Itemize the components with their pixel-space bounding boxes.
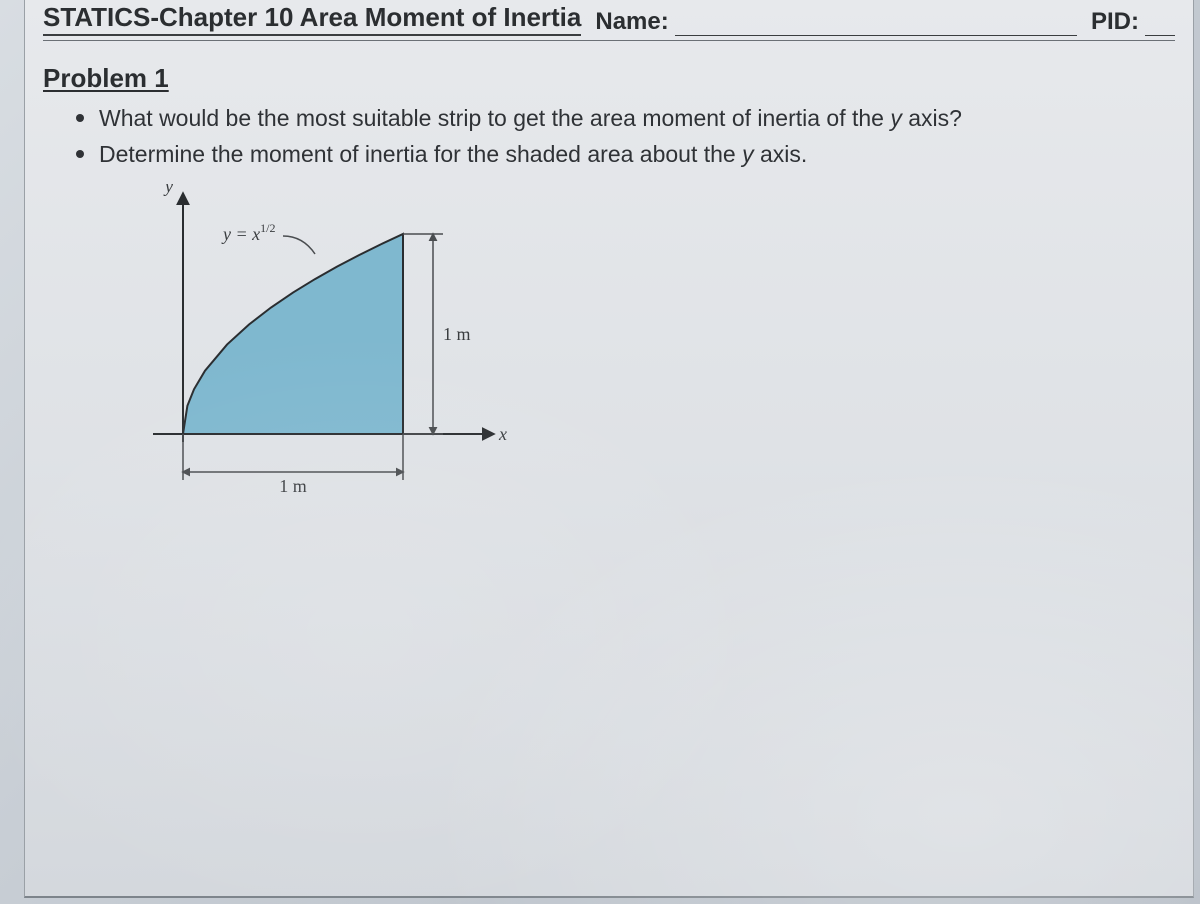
question-item: What would be the most suitable strip to… xyxy=(99,100,1175,134)
width-label: 1 m xyxy=(279,476,307,496)
height-dimension: 1 m xyxy=(403,234,471,434)
figure: 1 m 1 m y x y = x1/2 xyxy=(123,184,543,514)
worksheet-page: STATICS-Chapter 10 Area Moment of Inerti… xyxy=(24,0,1194,898)
pid-blank-line xyxy=(1145,14,1175,36)
question-list: What would be the most suitable strip to… xyxy=(99,100,1175,170)
equation-leader xyxy=(283,236,315,254)
header-row: STATICS-Chapter 10 Area Moment of Inerti… xyxy=(43,0,1175,41)
y-axis-label: y xyxy=(163,184,173,196)
problem-heading: Problem 1 xyxy=(43,63,1175,94)
x-axis-label: x xyxy=(498,424,507,444)
name-field: Name: xyxy=(595,8,1077,36)
question-text-2: Determine the moment of inertia for the … xyxy=(99,141,807,167)
curve-equation: y = x1/2 xyxy=(221,221,275,244)
name-label: Name: xyxy=(595,8,668,36)
question-text-1: What would be the most suitable strip to… xyxy=(99,105,962,131)
width-dimension: 1 m xyxy=(183,434,403,496)
height-label: 1 m xyxy=(443,324,471,344)
pid-label: PID: xyxy=(1091,8,1139,36)
pid-field: PID: xyxy=(1091,8,1175,36)
name-blank-line xyxy=(675,14,1077,36)
question-item: Determine the moment of inertia for the … xyxy=(99,136,1175,170)
figure-svg: 1 m 1 m y x y = x1/2 xyxy=(123,184,543,514)
chapter-title: STATICS-Chapter 10 Area Moment of Inerti… xyxy=(43,2,581,36)
shaded-region xyxy=(183,234,403,434)
